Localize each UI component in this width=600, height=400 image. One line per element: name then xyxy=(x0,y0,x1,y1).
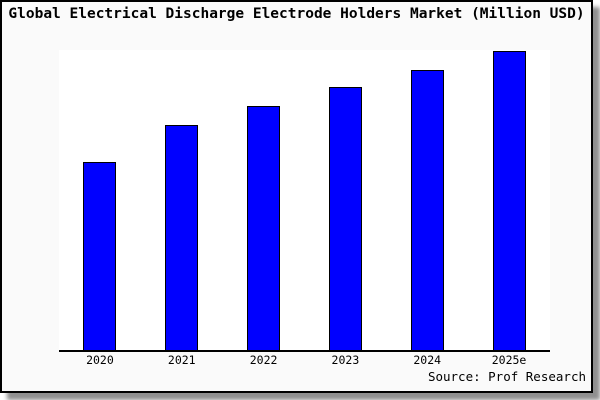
source-credit: Source: Prof Research xyxy=(427,369,586,384)
x-tick-label-2025e: 2025e xyxy=(491,353,527,367)
x-tick-label-2023: 2023 xyxy=(331,353,360,367)
bar-slot xyxy=(59,50,141,350)
x-tick-label-2024: 2024 xyxy=(413,353,442,367)
plot-area xyxy=(59,50,550,352)
x-tick-label-2022: 2022 xyxy=(249,353,278,367)
bar-2024 xyxy=(410,70,444,350)
bar-slot xyxy=(223,50,305,350)
bars-container xyxy=(59,50,550,350)
bar-slot xyxy=(304,50,386,350)
bar-slot xyxy=(141,50,223,350)
x-tick-label-2021: 2021 xyxy=(167,353,196,367)
bar-2025e xyxy=(492,51,526,350)
bar-2023 xyxy=(328,86,362,350)
x-tick-label-2020: 2020 xyxy=(86,353,114,367)
bar-slot xyxy=(386,50,468,350)
bar-slot xyxy=(468,50,550,350)
chart-window: Global Electrical Discharge Electrode Ho… xyxy=(0,0,593,393)
bar-2021 xyxy=(165,124,199,350)
chart-title: Global Electrical Discharge Electrode Ho… xyxy=(8,6,585,22)
bar-2022 xyxy=(247,105,281,350)
x-axis-labels: 2020 2021 2022 2023 2024 2025e xyxy=(59,354,550,367)
bar-2020 xyxy=(83,161,117,350)
